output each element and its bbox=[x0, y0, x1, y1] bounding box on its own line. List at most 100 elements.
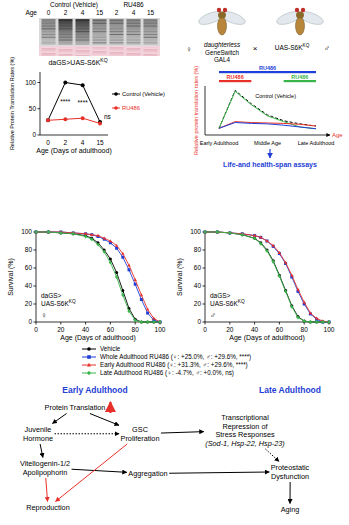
blot-lane bbox=[110, 19, 124, 45]
stain-band bbox=[42, 54, 56, 56]
blot-band bbox=[144, 20, 158, 22]
y-tick-label: 20 bbox=[25, 300, 33, 307]
y-axis bbox=[205, 232, 206, 322]
y-tick bbox=[203, 286, 206, 287]
x-tick bbox=[36, 322, 37, 325]
y-tick-label: 60 bbox=[194, 264, 202, 271]
treatment-period bbox=[284, 80, 316, 82]
series-line bbox=[219, 122, 316, 129]
stain-band bbox=[93, 52, 107, 54]
data-point bbox=[309, 311, 312, 314]
legend-label: Whole Adulthood RU486 (♀: +25.0%, ♂: +29… bbox=[100, 353, 251, 361]
loading-stain bbox=[39, 46, 160, 56]
blot-band bbox=[93, 39, 107, 41]
blot-band bbox=[110, 42, 124, 44]
data-point bbox=[146, 308, 149, 311]
data-point bbox=[216, 230, 219, 233]
data-point bbox=[81, 116, 85, 120]
stain-band bbox=[110, 49, 124, 51]
x-tick bbox=[229, 322, 230, 325]
blot-band bbox=[110, 28, 124, 30]
arrow bbox=[269, 149, 270, 158]
data-point bbox=[278, 251, 281, 254]
edge bbox=[52, 414, 66, 424]
eye bbox=[301, 8, 305, 12]
y-tick-label: 0 bbox=[28, 318, 32, 325]
blot-lane bbox=[144, 19, 158, 45]
y-tick-label: 100 bbox=[25, 79, 36, 86]
data-point bbox=[228, 231, 231, 235]
text-part: daGS>UAS-S6K bbox=[48, 59, 100, 66]
y-tick bbox=[203, 250, 206, 251]
stain-band bbox=[42, 53, 56, 55]
series-line bbox=[36, 232, 160, 322]
text-part: daGS> bbox=[210, 292, 231, 299]
blot-band bbox=[127, 42, 141, 44]
blot-band bbox=[93, 28, 107, 30]
blot-band bbox=[93, 25, 107, 27]
blot-band bbox=[127, 25, 141, 27]
data-point bbox=[203, 230, 206, 233]
stain-band bbox=[93, 53, 107, 55]
data-point bbox=[204, 231, 207, 234]
stain-band bbox=[42, 48, 56, 50]
blot-band bbox=[42, 42, 56, 44]
stain-band bbox=[144, 47, 158, 49]
stain-band bbox=[93, 54, 107, 56]
stain-band bbox=[93, 49, 107, 51]
x-axis bbox=[40, 135, 108, 136]
y-tick-label: 60 bbox=[25, 264, 33, 271]
y-tick-label: 40 bbox=[194, 282, 202, 289]
blot-band bbox=[93, 31, 107, 33]
chart: 05010002415Relative Protein Translation … bbox=[9, 57, 165, 155]
x-tick-label: 4 bbox=[81, 139, 85, 146]
stain-band bbox=[144, 49, 158, 51]
series-line bbox=[36, 232, 160, 322]
data-point bbox=[146, 320, 149, 324]
superscript: KQ bbox=[238, 299, 245, 304]
stain-band bbox=[110, 54, 124, 56]
stain-band bbox=[110, 52, 124, 54]
blot-band bbox=[127, 34, 141, 36]
y-axis-title: Relative protein translation rates (%) bbox=[193, 66, 199, 155]
blot-band bbox=[144, 25, 158, 27]
legend-marker bbox=[87, 363, 91, 367]
edge bbox=[46, 478, 48, 502]
chart-title: daGS>UAS-S6KKQ bbox=[41, 292, 76, 307]
node: ProteostaticDysfunction bbox=[271, 463, 310, 481]
data-point bbox=[47, 230, 50, 234]
eye bbox=[295, 8, 299, 12]
blot-band bbox=[42, 36, 56, 38]
data-point bbox=[315, 320, 318, 324]
blot-band bbox=[59, 25, 73, 27]
data-point bbox=[265, 239, 268, 242]
fly-icon bbox=[275, 8, 325, 35]
stain-band bbox=[76, 48, 90, 50]
stain-band bbox=[144, 52, 158, 54]
x-tick-label: Middle Age bbox=[254, 140, 281, 146]
x-tick-label: 20 bbox=[57, 326, 65, 333]
stain-band bbox=[76, 52, 90, 54]
blot-band bbox=[76, 20, 90, 22]
edge bbox=[55, 444, 127, 502]
series-line bbox=[205, 232, 329, 322]
x-tick-label: 40 bbox=[251, 326, 259, 333]
blot-band bbox=[93, 36, 107, 38]
lane-label: 15 bbox=[96, 9, 104, 16]
x-tick-label: Early Adulthood bbox=[200, 140, 239, 146]
y-tick-label: 0 bbox=[32, 131, 36, 138]
stain-band bbox=[42, 55, 56, 57]
node: Aggregation bbox=[128, 469, 167, 478]
series-group bbox=[219, 90, 316, 128]
stain-band bbox=[110, 47, 124, 49]
blot-band bbox=[144, 36, 158, 38]
legend-marker bbox=[114, 92, 118, 96]
series-line bbox=[36, 232, 160, 322]
stain-band bbox=[59, 51, 73, 53]
group-label: RU486 bbox=[123, 1, 144, 8]
x-tick bbox=[205, 322, 206, 325]
stage-header: Early Adulthood bbox=[62, 385, 127, 395]
chart-title: daGS>UAS-S6KKQ bbox=[210, 292, 245, 307]
node: Aging bbox=[281, 505, 300, 514]
text-part: UAS-S6K bbox=[275, 44, 303, 51]
